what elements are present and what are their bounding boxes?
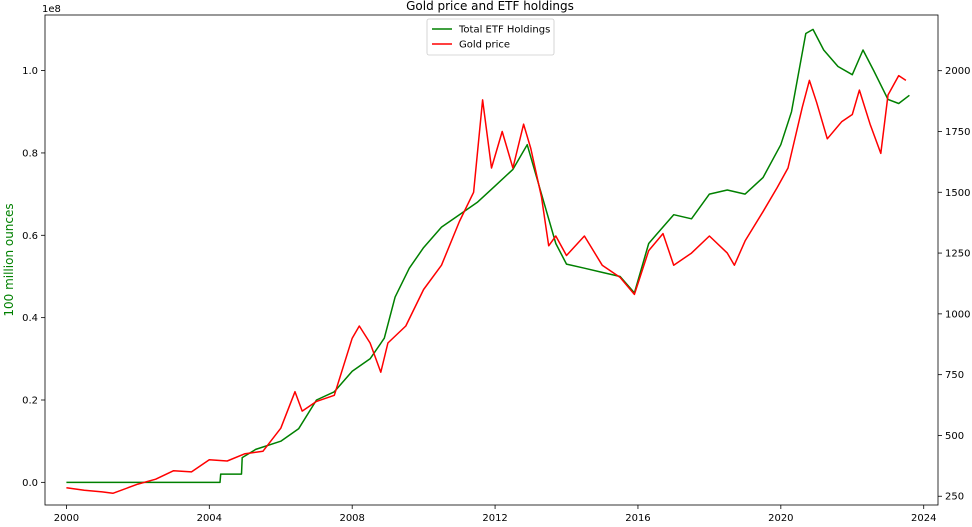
legend-entry: Total ETF Holdings bbox=[458, 25, 550, 36]
x-tick-label: 2020 bbox=[768, 513, 793, 524]
left-y-tick-label: 0.2 bbox=[22, 396, 38, 407]
left-y-tick-label: 0.6 bbox=[22, 231, 38, 242]
legend-entry: Gold price bbox=[459, 40, 510, 51]
left-y-tick-label: 1.0 bbox=[22, 66, 38, 77]
left-y-tick-label: 0.0 bbox=[22, 478, 38, 489]
left-y-tick-label: 0.4 bbox=[22, 313, 38, 324]
right-y-tick-label: 1000 bbox=[945, 309, 970, 320]
series-line-gold-price bbox=[66, 74, 907, 495]
right-y-tick-label: 2000 bbox=[945, 66, 970, 77]
plot-area bbox=[66, 28, 910, 495]
x-tick-label: 2016 bbox=[625, 513, 650, 524]
x-tick-label: 2000 bbox=[54, 513, 79, 524]
axes-frame bbox=[44, 14, 939, 506]
right-y-tick-label: 1250 bbox=[945, 249, 970, 260]
legend: Total ETF Holdings Gold price bbox=[426, 18, 555, 56]
legend-box bbox=[426, 18, 555, 56]
right-y-tick-label: 1500 bbox=[945, 188, 970, 199]
chart-title: Gold price and ETF holdings bbox=[406, 0, 574, 13]
right-y-tick-label: 1750 bbox=[945, 127, 970, 138]
right-y-tick-label: 750 bbox=[945, 370, 964, 381]
x-tick-label: 2024 bbox=[911, 513, 936, 524]
x-tick-label: 2004 bbox=[197, 513, 222, 524]
right-y-tick-label: 500 bbox=[945, 431, 964, 442]
x-tick-label: 2008 bbox=[339, 513, 364, 524]
axes: 2000 2004 2008 2012 2016 2020 2024 0.0 0.2 0.4 0.6… bbox=[22, 14, 970, 524]
right-y-tick-label: 250 bbox=[945, 492, 964, 503]
left-y-tick-label: 0.8 bbox=[22, 148, 38, 159]
left-axis-scale-note: 1e8 bbox=[42, 4, 61, 15]
left-axis-label: 100 million ounces bbox=[2, 203, 16, 316]
x-tick-label: 2012 bbox=[482, 513, 507, 524]
series-line-etf-holdings bbox=[66, 28, 910, 484]
